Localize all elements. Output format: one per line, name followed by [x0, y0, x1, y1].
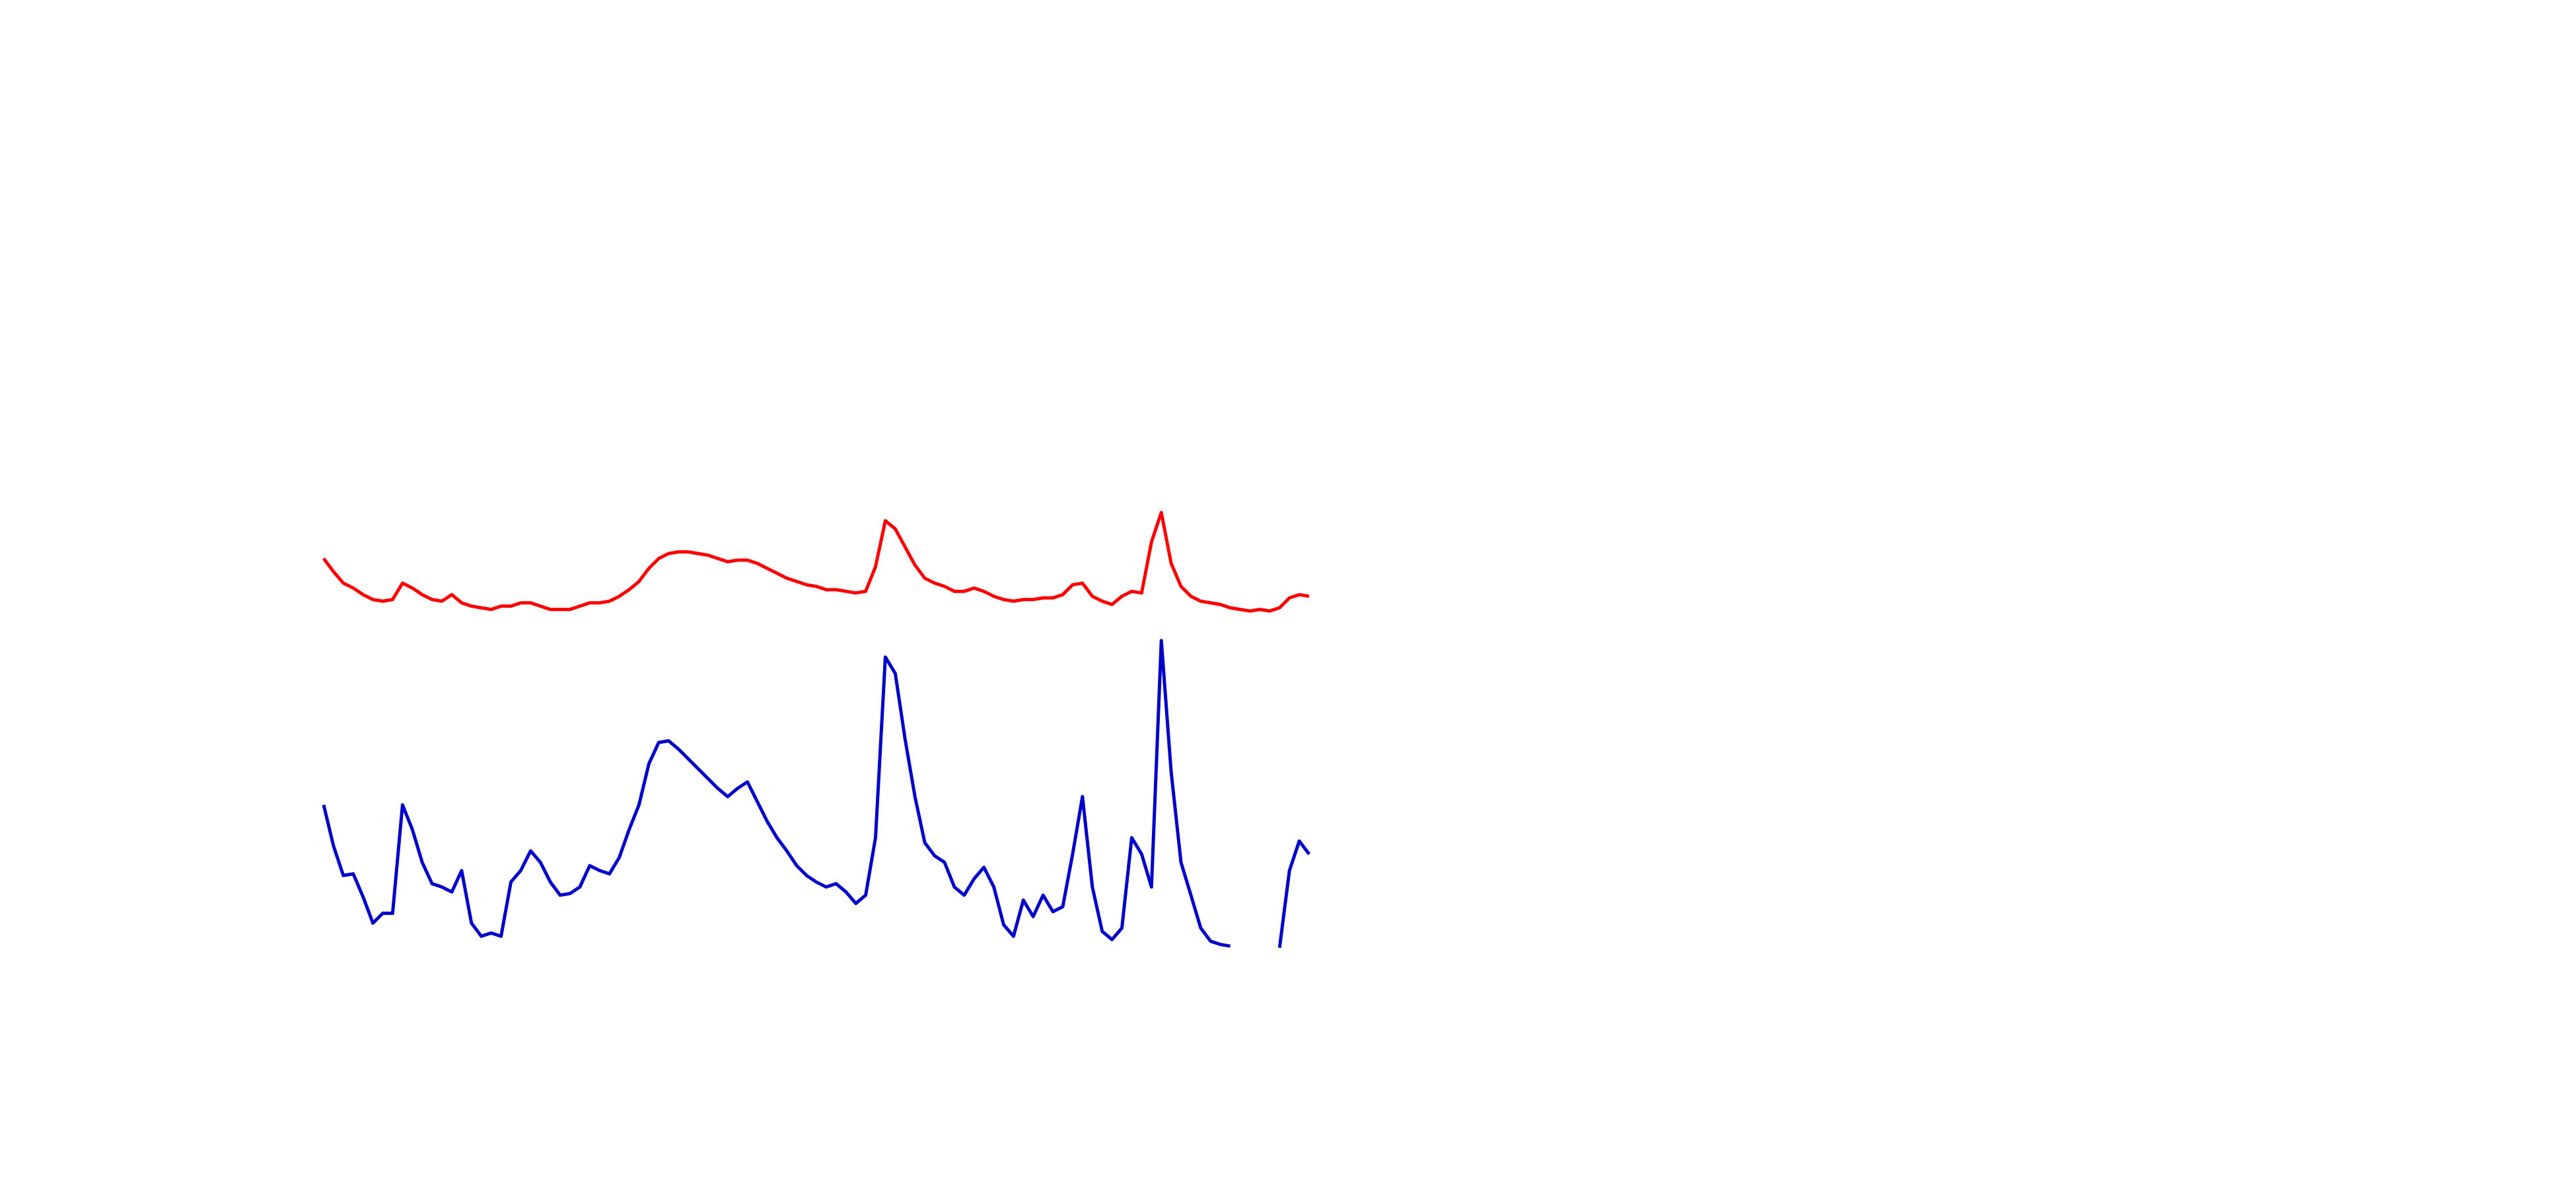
data-line	[322, 511, 1310, 613]
data-line	[322, 639, 1311, 949]
